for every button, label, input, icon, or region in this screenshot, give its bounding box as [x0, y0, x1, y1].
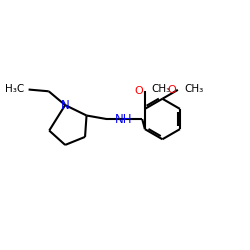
Text: O: O — [134, 86, 143, 96]
Text: CH₃: CH₃ — [184, 84, 204, 94]
Text: CH₃: CH₃ — [152, 84, 171, 94]
Text: O: O — [167, 85, 176, 95]
Text: N: N — [61, 98, 70, 112]
Text: H₃C: H₃C — [5, 84, 24, 94]
Text: NH: NH — [114, 112, 132, 126]
